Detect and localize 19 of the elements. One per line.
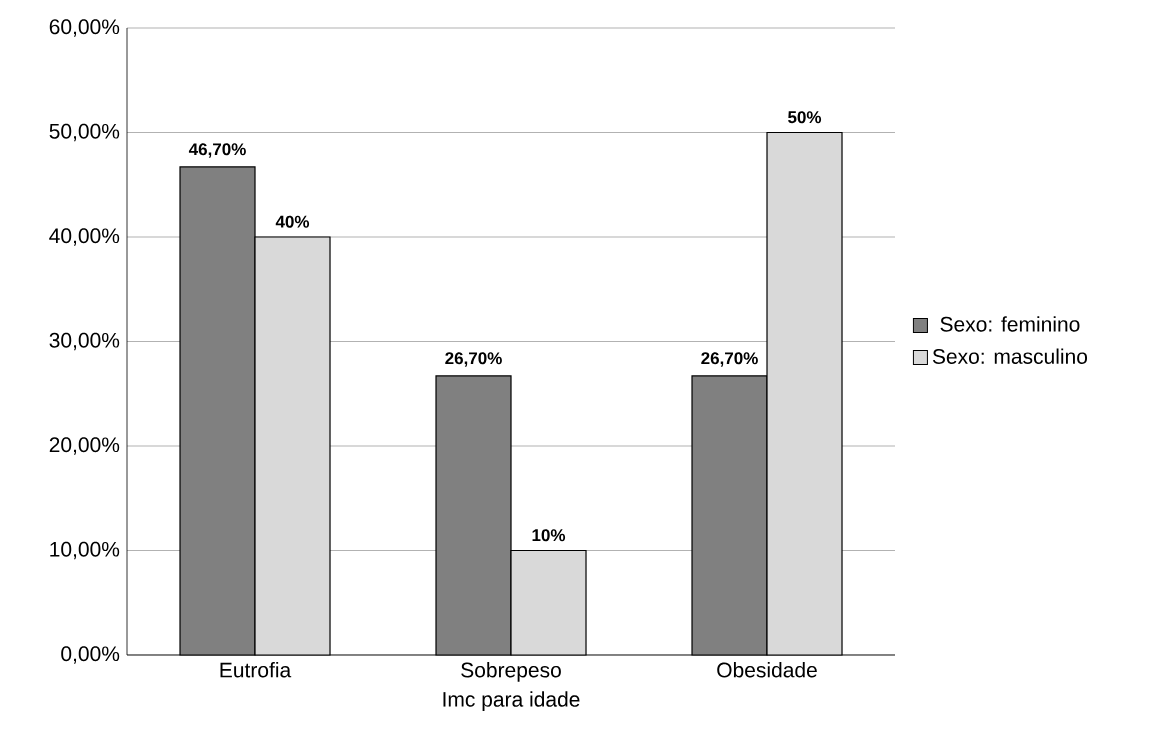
y-tick-label: 0,00%	[61, 646, 120, 664]
y-tick-label: 30,00%	[49, 332, 120, 351]
y-tick-label: 10,00%	[50, 541, 120, 560]
y-tick-label: 50,00%	[49, 123, 120, 142]
x-tick-label: Sobrepeso	[461, 662, 561, 682]
legend-label: Sexo: masculino	[932, 348, 1088, 364]
data-label: 26,70%	[445, 352, 502, 367]
data-label: 26,70%	[701, 352, 758, 367]
x-axis-title: Imc para idade	[443, 691, 580, 711]
x-tick-label: Obesidade	[717, 662, 817, 678]
legend-label: Sexo: feminino	[940, 316, 1080, 332]
y-tick-label: 40,00%	[49, 228, 120, 246]
data-label: 46,70%	[188, 143, 246, 158]
y-tick-label: 20,00%	[49, 437, 120, 455]
x-tick-label: Eutrofia	[220, 662, 292, 678]
data-label: 50%	[788, 111, 822, 124]
data-label: 10%	[532, 529, 566, 542]
y-tick-label: 60,00%	[49, 19, 120, 37]
data-label: 40%	[275, 215, 310, 228]
